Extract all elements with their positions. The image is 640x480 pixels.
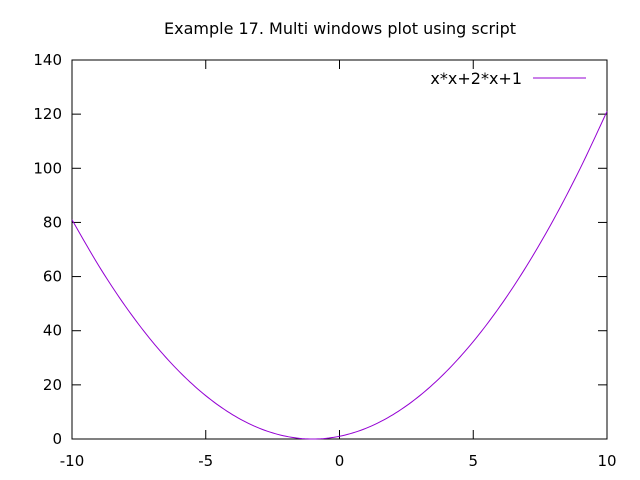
legend: x*x+2*x+1 — [430, 69, 586, 88]
legend-label: x*x+2*x+1 — [430, 69, 522, 88]
y-tick-label: 40 — [43, 322, 62, 340]
x-axis: -10 -5 0 5 10 — [60, 60, 617, 470]
y-tick-label: 80 — [43, 213, 62, 231]
x-tick-label: 0 — [335, 452, 345, 470]
y-tick-label: 140 — [33, 51, 62, 69]
y-tick-label: 0 — [52, 430, 62, 448]
chart-title: Example 17. Multi windows plot using scr… — [164, 19, 516, 38]
y-tick-label: 100 — [33, 159, 62, 177]
plot-frame — [71, 59, 608, 440]
x-tick-label: 10 — [597, 452, 616, 470]
x-tick-label: 5 — [468, 452, 478, 470]
y-axis: 0 20 40 60 80 100 120 140 — [33, 51, 607, 448]
series-line — [71, 111, 608, 440]
x-tick-label: -5 — [198, 452, 213, 470]
x-tick-label: -10 — [60, 452, 85, 470]
y-tick-label: 20 — [43, 376, 62, 394]
y-tick-label: 120 — [33, 105, 62, 123]
y-tick-label: 60 — [43, 268, 62, 286]
series-layer — [71, 111, 608, 440]
